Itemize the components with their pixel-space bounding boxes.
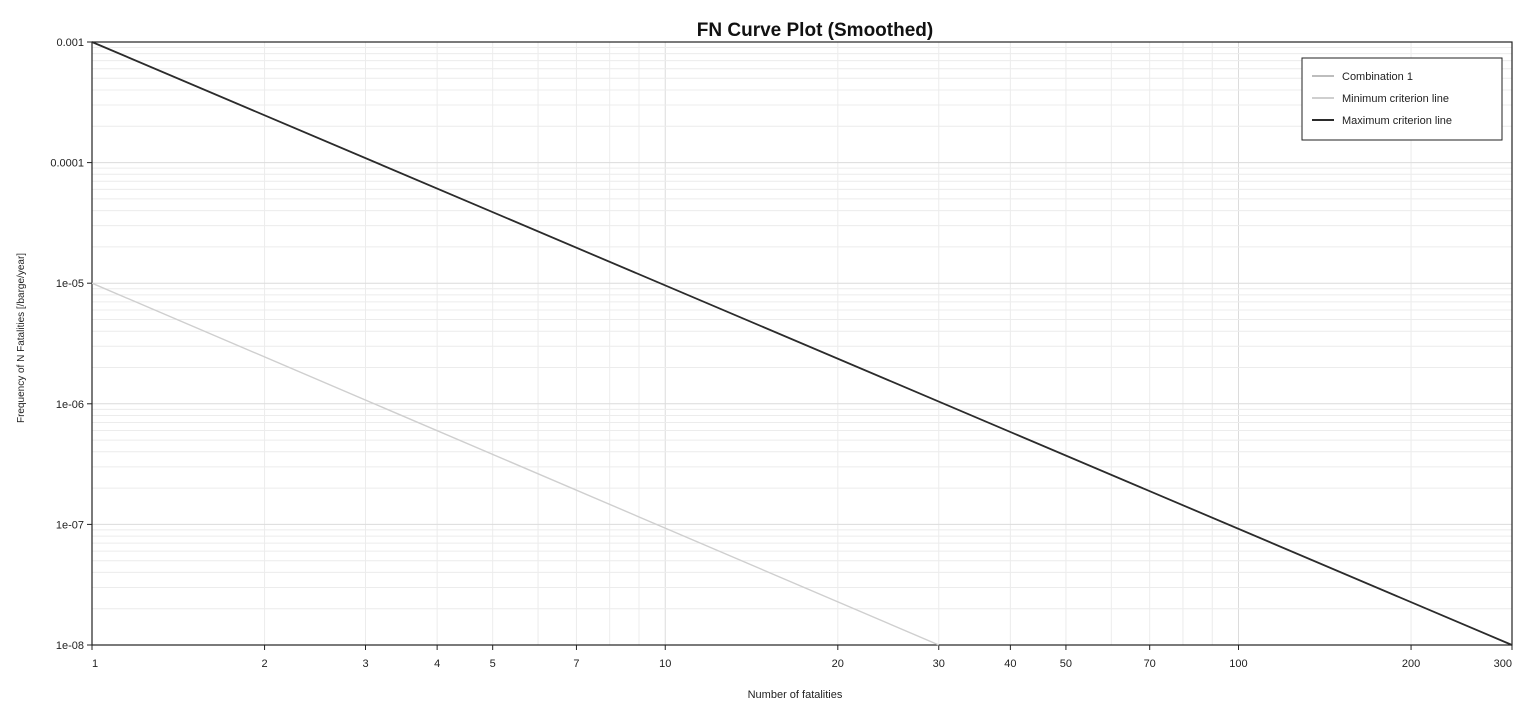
x-tick-label: 4 [434, 658, 440, 670]
x-tick-label: 10 [659, 658, 671, 670]
y-axis-ticks: 1e-08 1e-07 1e-06 1e-05 0.0001 0.001 [50, 37, 92, 652]
legend-box [1301, 57, 1503, 141]
plot-area [91, 41, 1513, 646]
series-line [91, 41, 1513, 646]
x-axis-ticks: 1 2 3 4 5 7 10 20 30 40 50 70 100 200 300 [91, 645, 1513, 670]
legend-entry: Minimum criterion line [1342, 93, 1449, 105]
x-tick-label: 100 [1229, 658, 1247, 670]
x-axis-label: Number of fatalities [748, 689, 843, 701]
series-lines [91, 41, 1513, 646]
legend: Combination 1 Minimum criterion line Maxim… [1301, 57, 1503, 141]
legend-entry: Combination 1 [1342, 71, 1413, 83]
x-tick-label: 70 [1144, 658, 1156, 670]
x-tick-label: 2 [262, 658, 268, 670]
x-tick-label: 1 [92, 658, 98, 670]
legend-entry: Maximum criterion line [1342, 115, 1452, 127]
y-tick-label: 1e-06 [56, 399, 84, 411]
y-tick-label: 0.0001 [50, 158, 84, 170]
x-tick-label: 3 [362, 658, 368, 670]
chart-title: FN Curve Plot (Smoothed) [697, 20, 933, 41]
y-tick-label: 1e-07 [56, 519, 84, 531]
x-tick-label: 7 [573, 658, 579, 670]
y-axis-label: Frequency of N Fatalities [/barge/year] [16, 253, 27, 423]
x-tick-label: 40 [1004, 658, 1016, 670]
series-line [91, 282, 940, 646]
x-tick-label: 30 [933, 658, 945, 670]
x-tick-label: 20 [832, 658, 844, 670]
x-tick-label: 200 [1402, 658, 1420, 670]
y-tick-label: 0.001 [56, 37, 84, 49]
y-tick-label: 1e-05 [56, 278, 84, 290]
x-tick-label: 5 [490, 658, 496, 670]
x-tick-label: 300 [1494, 658, 1512, 670]
y-tick-label: 1e-08 [56, 640, 84, 652]
x-tick-label: 50 [1060, 658, 1072, 670]
